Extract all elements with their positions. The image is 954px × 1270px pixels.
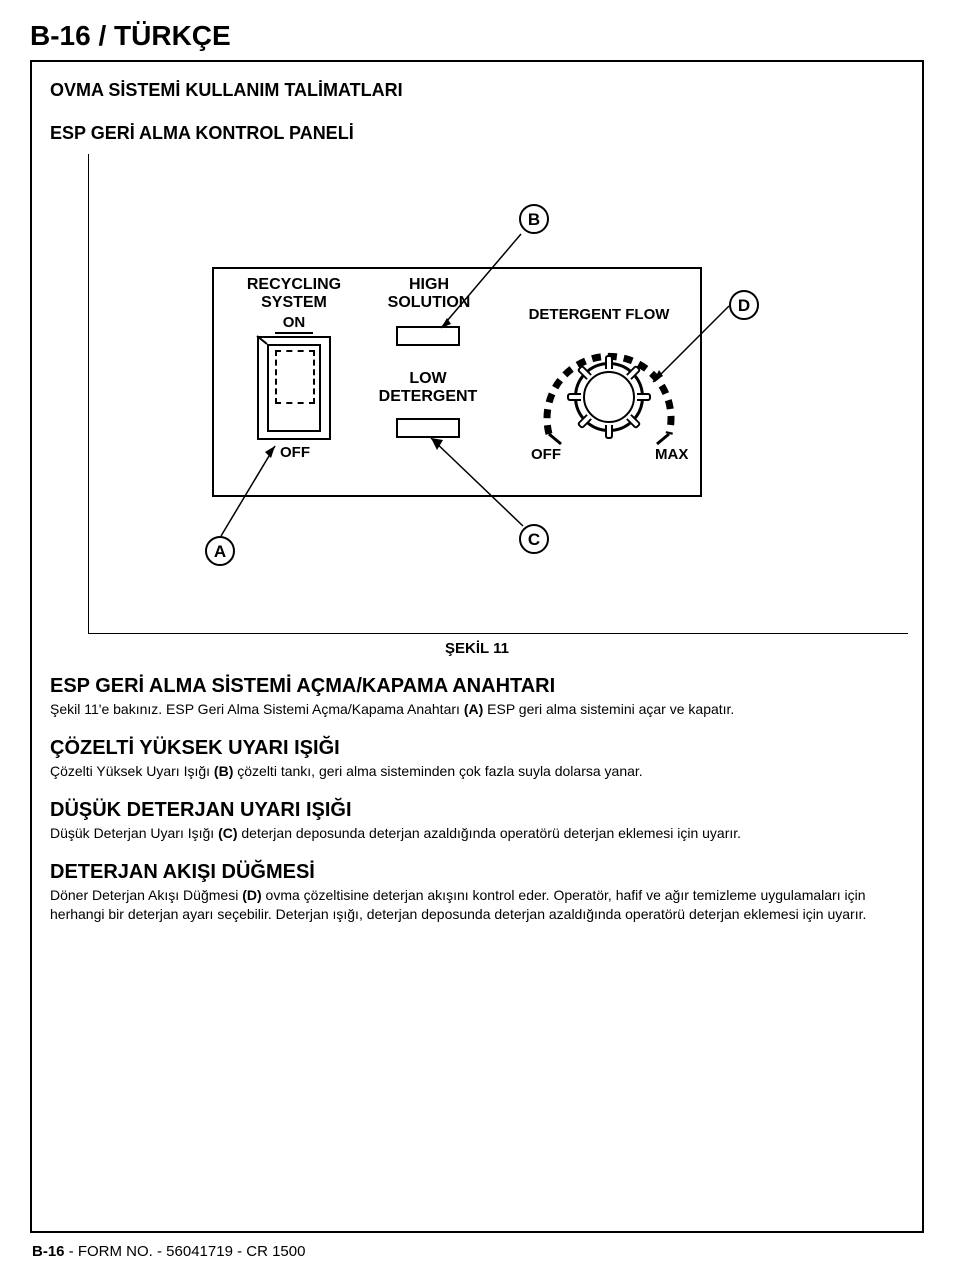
label-low-line2: DETERGENT <box>379 388 478 405</box>
section-title-2: ESP GERİ ALMA KONTROL PANELİ <box>50 123 904 144</box>
label-dial-max: MAX <box>655 446 688 463</box>
s6-pre: Döner Deterjan Akışı Düğmesi <box>50 887 242 903</box>
label-low-line1: LOW <box>409 370 446 387</box>
s6-ref: (D) <box>242 887 261 903</box>
s4-post: çözelti tankı, geri alma sisteminden çok… <box>233 763 642 779</box>
dial-knob-inner <box>583 371 635 423</box>
heading-s3: ESP GERİ ALMA SİSTEMİ AÇMA/KAPAMA ANAHTA… <box>50 675 904 698</box>
indicator-low-detergent <box>396 418 460 438</box>
label-recycling-line2: SYSTEM <box>261 294 327 311</box>
s4-ref: (B) <box>214 763 233 779</box>
footer-pageref: B-16 <box>32 1243 65 1260</box>
s3-ref: (A) <box>464 701 483 717</box>
s4-pre: Çözelti Yüksek Uyarı Işığı <box>50 763 214 779</box>
paragraph-s6: Döner Deterjan Akışı Düğmesi (D) ovma çö… <box>50 886 904 924</box>
label-on: ON <box>279 314 309 331</box>
s3-post: ESP geri alma sistemini açar ve kapatır. <box>483 701 734 717</box>
leader-c <box>429 436 549 536</box>
paragraph-s3: Şekil 11'e bakınız. ESP Geri Alma Sistem… <box>50 700 904 719</box>
figure-11-diagram: RECYCLING SYSTEM HIGH SOLUTION DETERGENT… <box>88 154 908 634</box>
rocker-switch-dash <box>275 350 315 404</box>
paragraph-s4: Çözelti Yüksek Uyarı Işığı (B) çözelti t… <box>50 762 904 781</box>
heading-s4: ÇÖZELTİ YÜKSEK UYARI IŞIĞI <box>50 737 904 760</box>
callout-b: B <box>519 204 549 234</box>
leader-d <box>649 304 739 394</box>
heading-s6: DETERJAN AKIŞI DÜĞMESİ <box>50 861 904 884</box>
leader-a <box>219 444 299 540</box>
paragraph-s5: Düşük Deterjan Uyarı Işığı (C) deterjan … <box>50 824 904 843</box>
s5-post: deterjan deposunda deterjan azaldığında … <box>238 825 742 841</box>
figure-caption: ŞEKİL 11 <box>50 640 904 657</box>
label-recycling-line1: RECYCLING <box>247 276 341 293</box>
content-frame: OVMA SİSTEMİ KULLANIM TALİMATLARI ESP GE… <box>30 60 924 1233</box>
on-underline <box>275 332 313 334</box>
section-title-1: OVMA SİSTEMİ KULLANIM TALİMATLARI <box>50 80 904 101</box>
label-recycling-system: RECYCLING SYSTEM <box>239 276 349 313</box>
s5-pre: Düşük Deterjan Uyarı Işığı <box>50 825 218 841</box>
footer-rest: - FORM NO. - 56041719 - CR 1500 <box>65 1243 306 1260</box>
page-footer: B-16 - FORM NO. - 56041719 - CR 1500 <box>30 1233 924 1260</box>
callout-a: A <box>205 536 235 566</box>
page-header: B-16 / TÜRKÇE <box>30 20 924 54</box>
leader-b <box>439 232 559 332</box>
s3-pre: Şekil 11'e bakınız. ESP Geri Alma Sistem… <box>50 701 464 717</box>
label-low-detergent: LOW DETERGENT <box>373 370 483 407</box>
heading-s5: DÜŞÜK DETERJAN UYARI IŞIĞI <box>50 799 904 822</box>
s5-ref: (C) <box>218 825 237 841</box>
